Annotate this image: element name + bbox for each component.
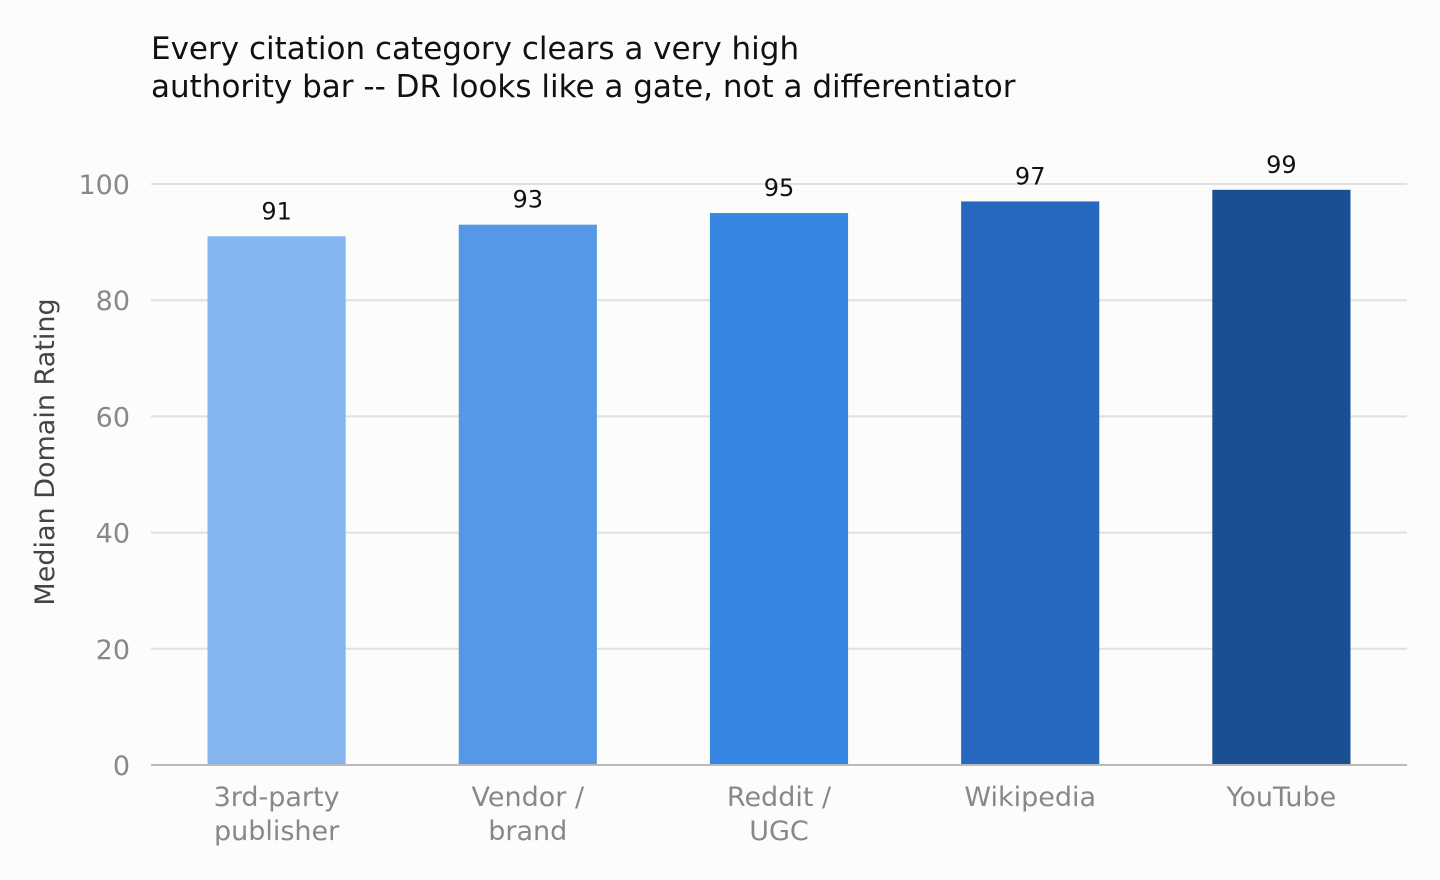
x-tick-label: Wikipedia <box>964 782 1096 813</box>
bar-0 <box>207 236 346 766</box>
x-tick-label: Reddit / <box>727 782 832 813</box>
data-label-1: 93 <box>513 186 544 214</box>
chart-title-line-2: authority bar -- DR looks like a gate, n… <box>151 69 1016 105</box>
data-label-0: 91 <box>261 197 292 225</box>
x-tick-label: 3rd-party <box>214 782 340 813</box>
chart-title-line-1: Every citation category clears a very hi… <box>151 31 799 67</box>
bar-2 <box>709 213 849 766</box>
y-tick-label: 60 <box>96 402 130 433</box>
y-axis-label: Median Domain Rating <box>30 298 61 605</box>
chart-title: Every citation category clears a very hi… <box>151 31 1016 105</box>
x-tick-label: UGC <box>749 816 809 847</box>
y-tick-label: 40 <box>96 519 130 550</box>
x-tick-label: brand <box>488 816 567 847</box>
data-label-4: 99 <box>1266 151 1297 179</box>
bar-4 <box>1212 189 1351 765</box>
y-tick-label: 100 <box>78 170 130 201</box>
data-label-2: 95 <box>764 174 795 202</box>
y-axis-ticks: 0 20 40 60 80 100 <box>78 170 130 782</box>
x-tick-label: Vendor / <box>472 782 585 813</box>
bar-3 <box>961 201 1100 765</box>
y-tick-label: 20 <box>96 635 130 666</box>
x-tick-label: publisher <box>214 816 340 847</box>
y-tick-label: 0 <box>113 751 130 782</box>
data-labels: 91 93 95 97 99 <box>261 151 1296 225</box>
x-tick-label: YouTube <box>1226 782 1337 813</box>
bar-1 <box>458 224 597 766</box>
data-label-3: 97 <box>1015 162 1046 190</box>
bars <box>207 189 1351 766</box>
y-tick-label: 80 <box>96 286 130 317</box>
